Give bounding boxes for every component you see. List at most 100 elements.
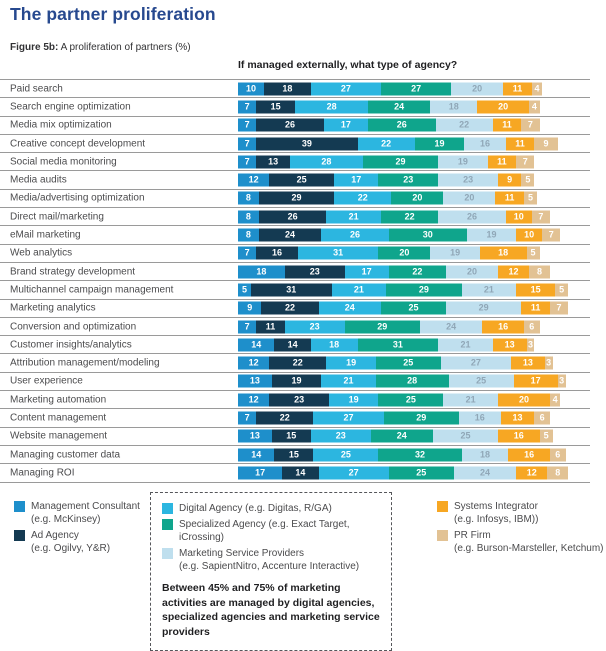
row-label: Multichannel campaign management — [10, 284, 174, 296]
bar-segment: 21 — [321, 374, 376, 388]
stacked-bar: 13 15 23 24 25 16 5 — [238, 429, 553, 443]
bar-segment: 10 — [238, 82, 264, 96]
bar-segment: 11 — [256, 320, 285, 333]
bar-segment: 25 — [378, 393, 444, 407]
legend-item: Marketing Service Providers (e.g. Sapient… — [162, 547, 380, 573]
bar-segment: 5 — [238, 283, 251, 297]
stacked-bar: 12 22 19 25 27 13 3 — [238, 356, 553, 370]
chart-row: Media mix optimization 7 26 17 26 22 11 7 — [0, 115, 590, 134]
legend-example: (e.g. SapientNitro, Accenture Interactiv… — [179, 561, 360, 572]
legend-item: Management Consultant (e.g. McKinsey) — [14, 500, 140, 526]
row-label: Media/advertising optimization — [10, 192, 145, 204]
bar-segment: 23 — [378, 173, 439, 187]
bar-segment: 18 — [430, 100, 478, 114]
bar-segment: 25 — [448, 374, 514, 388]
bar-segment: 15 — [274, 448, 314, 462]
bar-segment: 13 — [492, 338, 527, 352]
chart-row: Content management 7 22 27 29 16 13 6 — [0, 408, 590, 426]
bar-segment: 19 — [271, 374, 322, 388]
legend-swatch — [437, 501, 448, 512]
bar-segment: 13 — [510, 356, 545, 370]
bar-segment: 11 — [503, 82, 532, 96]
stacked-bar: 5 31 21 29 21 15 5 — [238, 283, 569, 297]
bar-segment: 27 — [440, 356, 511, 370]
legend-label: Specialized Agency (e.g. Exact Target, i… — [179, 519, 350, 543]
row-label: Marketing automation — [10, 394, 107, 406]
stacked-bar: 7 16 31 20 19 18 5 — [238, 246, 540, 260]
bar-segment: 12 — [238, 393, 270, 407]
bar-segment: 18 — [310, 338, 358, 352]
bar-segment: 16 — [497, 429, 540, 443]
legend-swatch — [162, 519, 173, 530]
legend-item: Systems Integrator (e.g. Infosys, IBM)) — [437, 500, 604, 526]
chart-row: Managing customer data 14 15 25 32 18 16 6 — [0, 444, 590, 463]
bar-segment: 22 — [435, 118, 493, 132]
bar-segment: 28 — [289, 155, 363, 169]
bar-segment: 4 — [529, 100, 540, 114]
bar-segment: 5 — [521, 173, 535, 187]
figure-caption-text: A proliferation of partners (%) — [60, 42, 191, 53]
bar-segment: 19 — [326, 356, 376, 370]
bar-segment: 26 — [367, 118, 436, 132]
row-label: Content management — [10, 412, 107, 424]
bar-segment: 25 — [313, 448, 379, 462]
chart-row: Paid search 10 18 27 27 20 11 4 — [0, 79, 590, 97]
legend-item: PR Firm (e.g. Burson-Marsteller, Ketchum) — [437, 529, 604, 555]
bar-segment: 20 — [497, 393, 550, 407]
bar-segment: 28 — [295, 100, 368, 114]
stacked-bar: 8 24 26 30 19 10 7 — [238, 228, 561, 242]
bar-segment: 17 — [344, 265, 389, 279]
bar-segment: 23 — [269, 393, 329, 407]
stacked-bar: 8 26 21 22 26 10 7 — [238, 210, 550, 224]
stacked-bar: 12 23 19 25 21 20 4 — [238, 393, 561, 407]
bar-segment: 17 — [334, 173, 379, 187]
bar-segment: 20 — [451, 82, 504, 96]
bar-segment: 17 — [513, 374, 558, 388]
legend-example: (e.g. Ogilvy, Y&R) — [31, 543, 111, 554]
bar-segment: 19 — [414, 137, 465, 151]
bar-segment: 15 — [516, 283, 556, 297]
bar-segment: 6 — [523, 320, 540, 333]
legend-swatch — [437, 530, 448, 541]
bar-segment: 31 — [357, 338, 439, 352]
bar-segment: 18 — [264, 82, 311, 96]
stacked-bar: 13 19 21 28 25 17 3 — [238, 374, 566, 388]
legend-note: Between 45% and 75% of marketing activit… — [162, 582, 380, 639]
figure-caption: Figure 5b: A proliferation of partners (… — [10, 42, 191, 53]
row-label: Managing customer data — [10, 449, 121, 461]
bar-segment: 30 — [388, 228, 467, 242]
row-label: Creative concept development — [10, 138, 146, 150]
bar-segment: 15 — [256, 100, 296, 114]
bar-segment: 11 — [521, 301, 550, 315]
bar-segment: 11 — [487, 155, 517, 169]
chart-row: User experience 13 19 21 28 25 17 3 — [0, 371, 590, 390]
stacked-bar-chart: Paid search 10 18 27 27 20 11 4 Search engine op… — [0, 79, 590, 483]
chart-row: Direct mail/marketing 8 26 21 22 26 10 7 — [0, 207, 590, 225]
chart-question-header: If managed externally, what type of agen… — [238, 59, 458, 71]
bar-segment: 7 — [531, 210, 550, 224]
bar-segment: 14 — [238, 338, 275, 352]
bar-segment: 20 — [391, 191, 444, 205]
bar-segment: 7 — [238, 118, 257, 132]
bar-segment: 7 — [521, 118, 540, 132]
legend-label: Digital Agency (e.g. Digitas, R/GA) — [179, 503, 332, 514]
bar-segment: 19 — [430, 246, 480, 260]
stacked-bar: 7 26 17 26 22 11 7 — [238, 118, 540, 132]
legend-label: Ad Agency — [31, 530, 79, 541]
bar-segment: 21 — [443, 393, 498, 407]
bar-segment: 29 — [445, 301, 522, 315]
legend-column-right: Systems Integrator (e.g. Infosys, IBM)) PR… — [437, 500, 604, 558]
bar-segment: 29 — [362, 155, 439, 169]
bar-segment: 23 — [284, 265, 345, 279]
row-label: Attribution management/modeling — [10, 357, 160, 369]
bar-segment: 29 — [383, 411, 459, 425]
chart-legend: Management Consultant (e.g. McKinsey) Ad A… — [0, 490, 606, 651]
bar-segment: 9 — [497, 173, 522, 187]
stacked-bar: 14 14 18 31 21 13 3 — [238, 338, 535, 352]
stacked-bar: 7 15 28 24 18 20 4 — [238, 100, 540, 114]
bar-segment: 7 — [238, 155, 257, 169]
stacked-bar: 14 15 25 32 18 16 6 — [238, 448, 566, 462]
bar-segment: 5 — [523, 191, 537, 205]
bar-segment: 4 — [531, 82, 543, 96]
row-label: Managing ROI — [10, 467, 75, 479]
